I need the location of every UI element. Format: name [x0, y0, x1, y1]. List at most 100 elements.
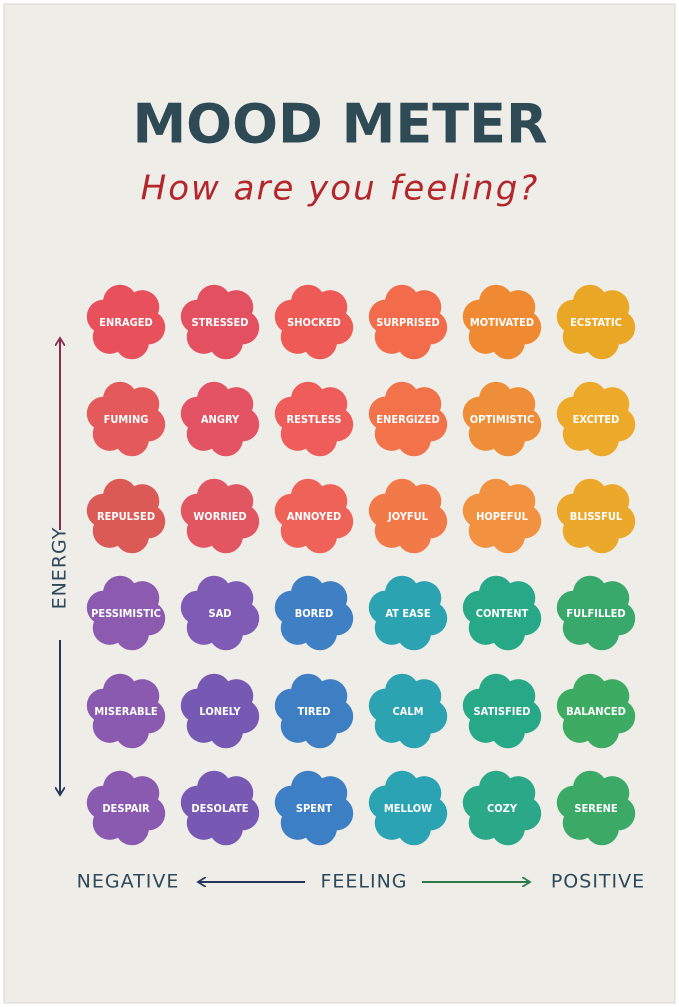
flower-petal [313, 484, 348, 519]
title: MOOD METER [132, 93, 547, 156]
mood-flower: SATISFIED [462, 673, 542, 749]
mood-flower: MOTIVATED [462, 284, 542, 360]
flower-petal [125, 387, 160, 422]
flower-petal [125, 776, 160, 811]
flower-petal [313, 581, 348, 616]
mood-flower: ANNOYED [274, 478, 354, 554]
mood-flower: CONTENT [462, 575, 542, 651]
flower-petal [595, 484, 630, 519]
mood-flower: DESPAIR [86, 770, 166, 846]
flower-petal [501, 581, 536, 616]
mood-label: FULFILLED [566, 607, 625, 620]
mood-flower: BALANCED [556, 673, 636, 749]
mood-flower: ENERGIZED [368, 381, 448, 457]
flower-petal [501, 290, 536, 325]
mood-flower: RESTLESS [274, 381, 354, 457]
mood-flower: COZY [462, 770, 542, 846]
flower-petal [125, 484, 160, 519]
flower-petal [219, 387, 254, 422]
mood-flower: OPTIMISTIC [462, 381, 542, 457]
mood-label: SERENE [574, 802, 618, 815]
mood-flower: FUMING [86, 381, 166, 457]
flower-petal [407, 776, 442, 811]
flower-petal [219, 776, 254, 811]
negative-label: NEGATIVE [77, 871, 180, 893]
flower-petal [595, 387, 630, 422]
mood-label: EXCITED [573, 413, 620, 426]
mood-flower: SURPRISED [368, 284, 448, 360]
mood-label: BORED [295, 607, 334, 620]
mood-flower: BORED [274, 575, 354, 651]
mood-flower: MISERABLE [86, 673, 166, 749]
mood-label: FUMING [104, 413, 149, 426]
mood-label: OPTIMISTIC [470, 413, 534, 426]
mood-label: MISERABLE [94, 705, 158, 718]
flower-petal [313, 679, 348, 714]
mood-flower: LONELY [180, 673, 260, 749]
mood-flower: SHOCKED [274, 284, 354, 360]
flower-petal [407, 290, 442, 325]
flower-petal [407, 387, 442, 422]
mood-label: ANGRY [201, 413, 240, 426]
positive-label: POSITIVE [551, 871, 645, 893]
flower-petal [125, 581, 160, 616]
mood-label: MELLOW [384, 802, 432, 815]
mood-flower: STRESSED [180, 284, 260, 360]
flower-petal [595, 290, 630, 325]
mood-label: SURPRISED [376, 316, 439, 329]
flower-petal [501, 679, 536, 714]
mood-label: RESTLESS [286, 413, 341, 426]
flower-petal [595, 776, 630, 811]
mood-label: ANNOYED [287, 510, 341, 523]
mood-label: SAD [208, 607, 231, 620]
mood-flower: SPENT [274, 770, 354, 846]
flower-petal [219, 484, 254, 519]
mood-label: SATISFIED [474, 705, 531, 718]
flower-petal [313, 387, 348, 422]
mood-label: ENERGIZED [376, 413, 439, 426]
feeling-label: FEELING [320, 871, 407, 893]
mood-label: LONELY [199, 705, 241, 718]
mood-label: PESSIMISTIC [91, 607, 161, 620]
flower-petal [219, 679, 254, 714]
mood-flower: WORRIED [180, 478, 260, 554]
mood-flower: CALM [368, 673, 448, 749]
flower-petal [219, 581, 254, 616]
energy-label: ENERGY [49, 527, 71, 610]
mood-flower: DESOLATE [180, 770, 260, 846]
mood-flower: BLISSFUL [556, 478, 636, 554]
mood-label: CONTENT [476, 607, 529, 620]
mood-label: TIRED [297, 705, 330, 718]
subtitle: How are you feeling? [141, 169, 540, 209]
mood-flower: ANGRY [180, 381, 260, 457]
mood-label: DESPAIR [102, 802, 150, 815]
flower-petal [407, 679, 442, 714]
mood-flower: REPULSED [86, 478, 166, 554]
mood-flower: TIRED [274, 673, 354, 749]
mood-flower: ENRAGED [86, 284, 166, 360]
mood-flower: EXCITED [556, 381, 636, 457]
mood-flower: ECSTATIC [556, 284, 636, 360]
mood-label: HOPEFUL [476, 510, 529, 523]
mood-flower: MELLOW [368, 770, 448, 846]
mood-flower: SAD [180, 575, 260, 651]
mood-label: BLISSFUL [570, 510, 623, 523]
mood-label: AT EASE [385, 607, 431, 620]
flower-petal [595, 581, 630, 616]
flower-petal [125, 290, 160, 325]
flower-petal [501, 484, 536, 519]
flower-petal [313, 290, 348, 325]
mood-label: MOTIVATED [470, 316, 534, 329]
mood-label: SHOCKED [287, 316, 341, 329]
mood-label: DESOLATE [191, 802, 248, 815]
flower-petal [595, 679, 630, 714]
mood-label: ENRAGED [99, 316, 152, 329]
flower-petal [219, 290, 254, 325]
mood-label: SPENT [296, 802, 332, 815]
mood-flower: AT EASE [368, 575, 448, 651]
mood-flower: HOPEFUL [462, 478, 542, 554]
mood-label: WORRIED [193, 510, 246, 523]
mood-label: REPULSED [97, 510, 155, 523]
mood-flower: FULFILLED [556, 575, 636, 651]
